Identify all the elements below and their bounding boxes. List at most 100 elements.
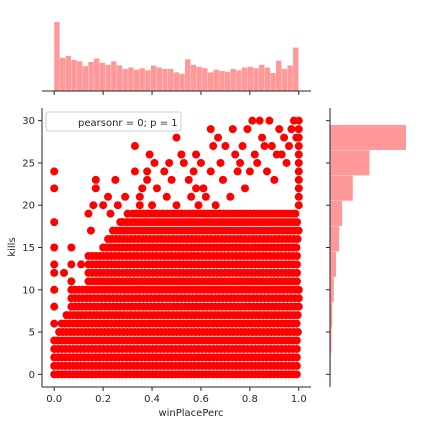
scatter-point [143,175,152,184]
x-hist-bar [71,59,77,91]
scatter-point [267,142,276,151]
x-hist-bar [150,65,157,91]
x-hist-bar [94,58,100,91]
scatter-point [84,209,93,218]
scatter-point [240,184,249,193]
x-hist-bar [276,60,282,91]
scatter-point [228,125,237,134]
y-hist-bar [330,226,340,252]
x-hist-bar [139,68,145,91]
scatter-point [206,125,215,134]
scatter-point [243,125,252,134]
x-hist-bar [162,68,168,91]
scatter-point [292,260,301,269]
y-tick-label: 5 [29,328,35,339]
x-hist-bar [281,68,288,91]
x-tick-label: 0.6 [193,394,209,405]
scatter-point [248,116,257,125]
scatter-point [106,209,115,218]
scatter-point [50,319,59,328]
scatter-point [192,184,201,193]
scatter-point [250,150,259,159]
scatter-point [294,184,303,193]
scatter-point [221,142,230,151]
scatter-point [245,167,254,176]
scatter-point [179,158,188,167]
x-hist-bar [105,64,111,91]
y-tick-label: 25 [22,158,35,169]
scatter-point [201,192,210,201]
scatter-point [216,158,225,167]
scatter-point [50,260,59,269]
scatter-point [121,192,130,201]
scatter-point [145,150,154,159]
scatter-point [292,251,301,260]
x-hist-bar [190,64,197,91]
scatter-point [130,142,139,151]
scatter-point [150,158,159,167]
scatter-point [172,133,181,142]
scatter-point [218,175,227,184]
scatter-point [260,142,269,151]
x-hist-bar [145,70,151,91]
scatter-point [152,184,161,193]
scatter-point [104,192,113,201]
scatter-point [238,142,247,151]
x-hist-bar [219,70,225,91]
scatter-point [60,268,69,277]
scatter-point [86,226,95,235]
scatter-point [99,201,108,210]
scatter-point [211,201,220,210]
scatter-point [135,201,144,210]
y-tick-label: 0 [29,370,35,381]
scatter-point [160,167,169,176]
scatter-point [91,184,100,193]
x-hist-bar [287,65,293,91]
scatter-point [262,167,271,176]
scatter-point [294,116,303,125]
scatter-point [91,175,100,184]
x-axis-label: winPlacePerc [158,408,223,419]
y-tick-label: 20 [22,201,35,212]
legend-text: pearsonr = 0; p = 1 [78,118,178,129]
scatter-point [165,158,174,167]
scatter-point [294,167,303,176]
x-hist-bar [65,55,71,91]
scatter-point [50,184,59,193]
x-hist-bar [230,68,236,91]
y-hist-bar [330,251,337,277]
x-hist-bar [202,68,208,91]
scatter-point [292,243,301,252]
scatter-point [255,116,264,125]
y-hist-bar [330,277,334,303]
scatter-point [77,260,86,269]
scatter-point [294,285,303,294]
x-hist-bar [116,65,123,91]
x-hist-bar [99,62,106,91]
scatter-point [209,142,218,151]
scatter-point [89,201,98,210]
scatter-point [294,125,303,134]
scatter-point [294,302,303,311]
scatter-point [270,175,279,184]
scatter-point [226,192,235,201]
scatter-point [292,353,301,362]
scatter-point [293,311,302,320]
scatter-point [293,328,302,337]
scatter-points [50,116,303,379]
x-hist-bar [196,66,202,91]
scatter-point [292,268,301,277]
x-hist-bar [253,68,259,91]
scatter-point [67,243,76,252]
y-tick-label: 15 [22,243,35,254]
y-marginal-ticks [326,120,330,375]
scatter-point [231,150,240,159]
scatter-point [292,361,301,370]
scatter-point [275,125,284,134]
scatter-point [50,302,59,311]
x-tick-label: 0.4 [144,394,160,405]
x-marginal-ticks [53,91,300,95]
x-hist-bar [111,61,117,91]
scatter-point [291,209,300,218]
